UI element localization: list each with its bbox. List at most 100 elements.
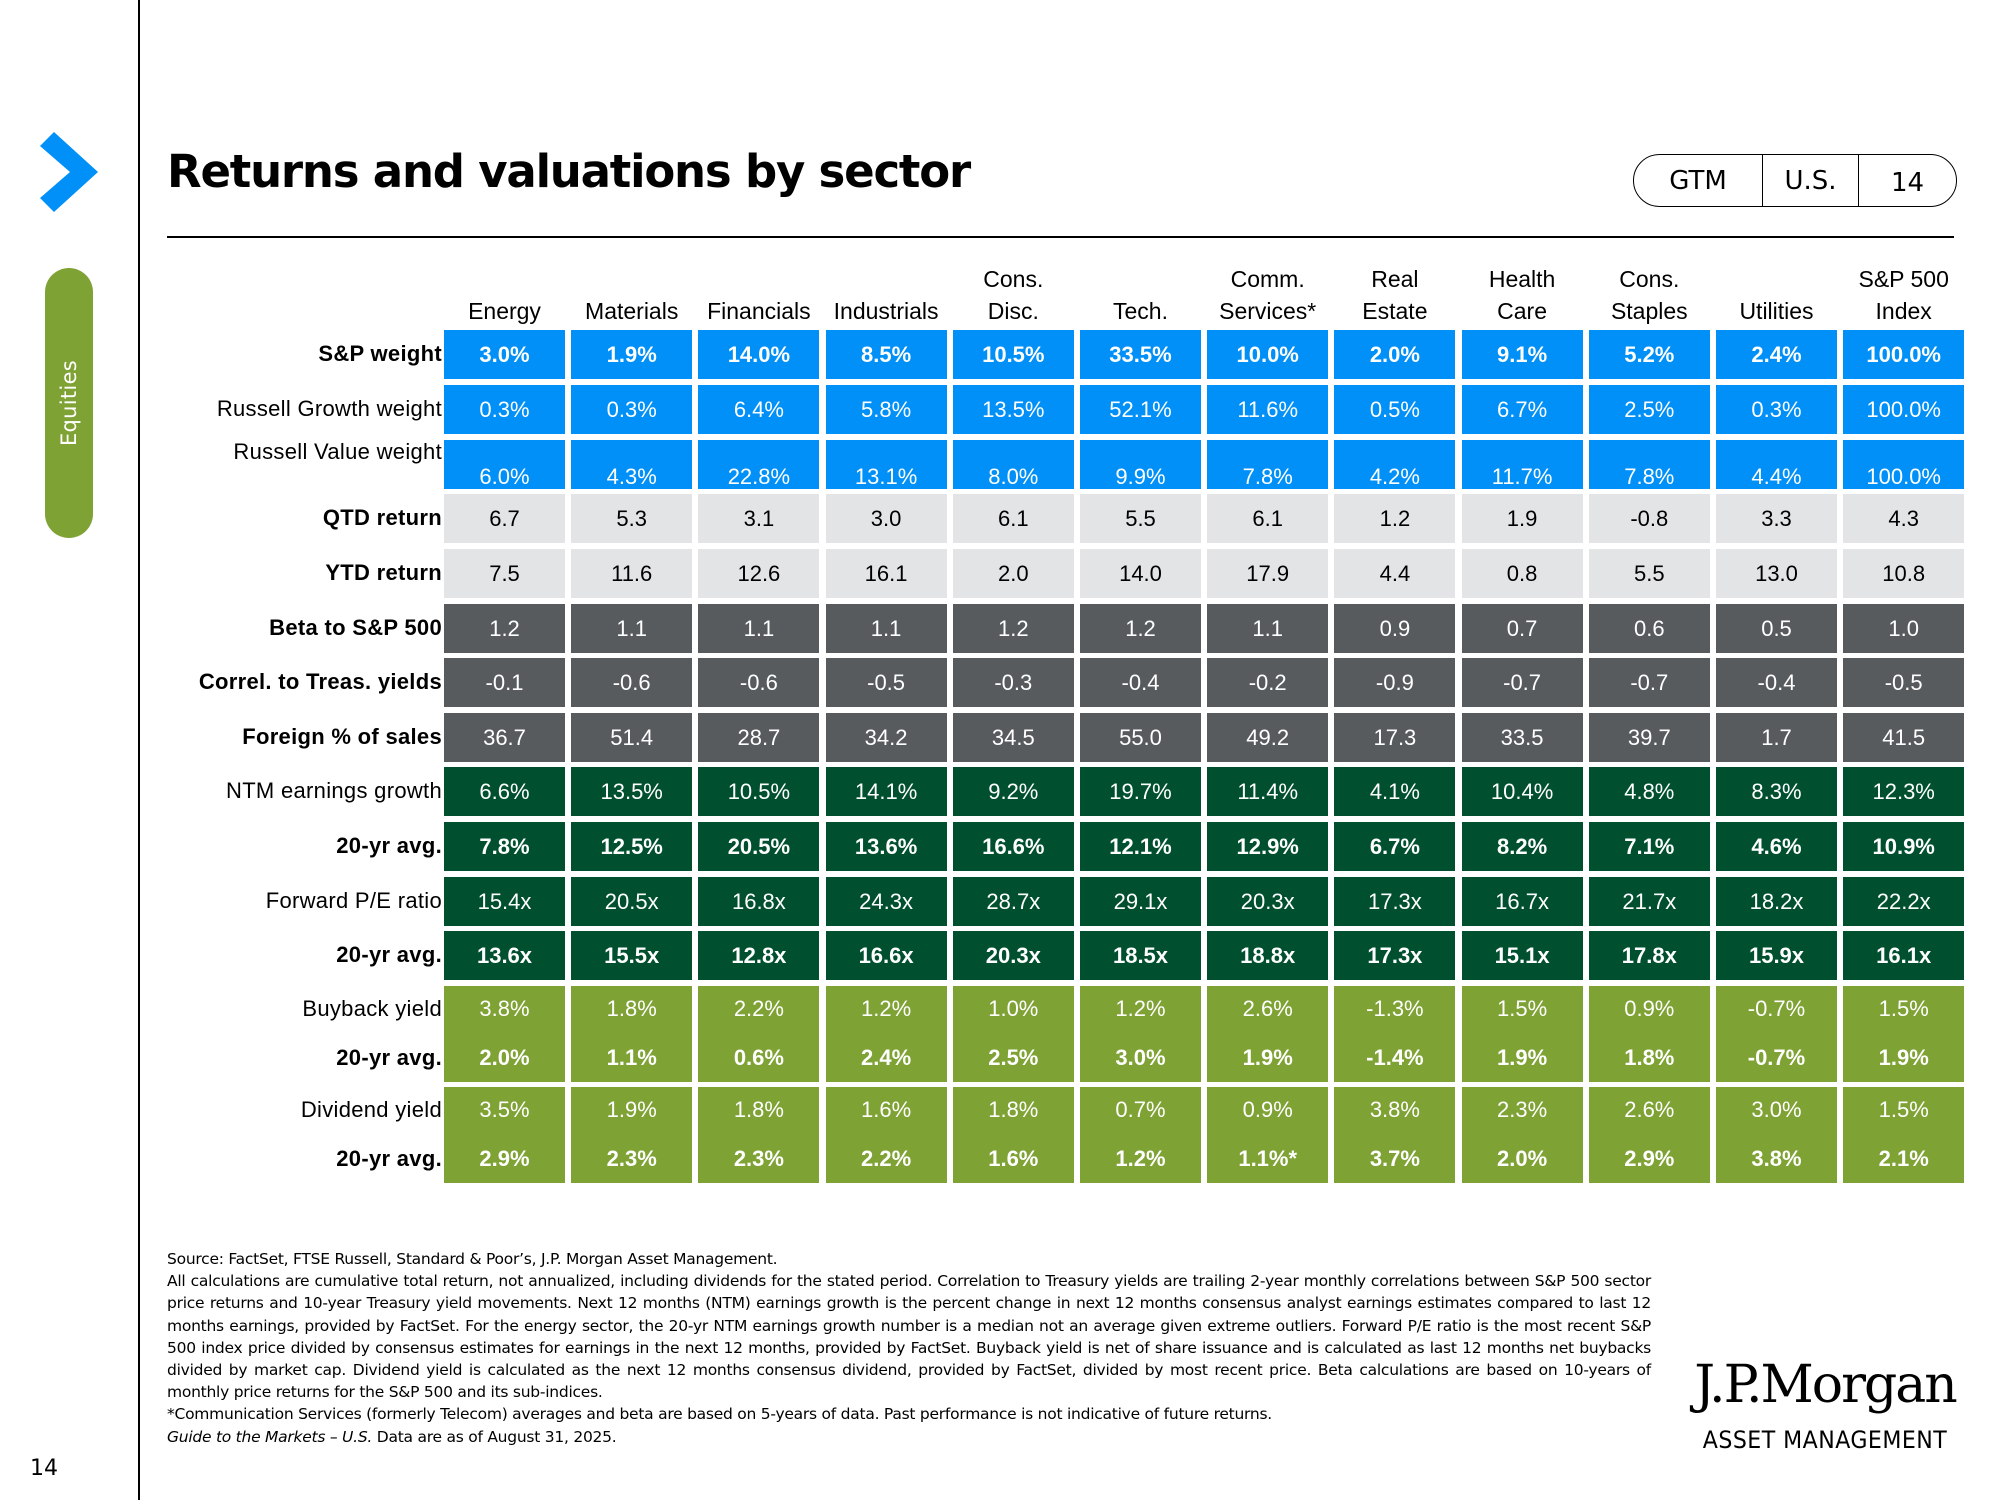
column-header-line2: Estate <box>1362 298 1428 324</box>
table-cell: 16.6x <box>825 931 947 980</box>
table-cell: 6.4% <box>698 385 820 434</box>
table-cell: 11.6% <box>1207 385 1329 434</box>
cell-avg-value: 3.0% <box>1115 1045 1166 1070</box>
table-cell: 0.5% <box>1334 385 1456 434</box>
table-cell: 18.2x <box>1716 877 1837 926</box>
table-cell: 1.9 <box>1461 494 1583 543</box>
table-cell: 6.1 <box>1207 494 1329 543</box>
table-cell: 8.5% <box>825 330 947 379</box>
merged-cell: 0.9% 1.8% <box>1588 986 1710 1082</box>
merged-cell: 1.5% 1.9% <box>1843 986 1965 1082</box>
table-cell: -0.1 <box>444 658 565 707</box>
cell-value: 2.6% <box>1242 996 1293 1021</box>
table-cell: 28.7 <box>698 713 820 762</box>
table-cell: 6.6% <box>444 767 565 816</box>
table-cell: 7.5 <box>444 549 565 598</box>
table-cell: -0.9 <box>1334 658 1456 707</box>
cell-avg-value: 1.1% <box>606 1045 657 1070</box>
footnote-source: Source: FactSet, FTSE Russell, Standard … <box>167 1250 778 1268</box>
table-cell: 5.2% <box>1588 330 1710 379</box>
row-label: Foreign % of sales <box>242 724 442 749</box>
left-divider <box>138 0 140 1500</box>
table-cell: 20.3x <box>952 931 1074 980</box>
table-cell: 10.4% <box>1461 767 1583 816</box>
table-cell: 51.4 <box>571 713 693 762</box>
merged-cell: 0.7% 1.2% <box>1080 1087 1201 1183</box>
table-cell: -0.3 <box>952 658 1074 707</box>
table-cell: 1.2 <box>1334 494 1456 543</box>
row-label: Russell Value weight <box>233 439 442 464</box>
table-cell: 1.1 <box>571 604 693 653</box>
table-cell: 11.7% <box>1461 440 1583 489</box>
table-cell: 12.8x <box>698 931 820 980</box>
table-cell: -0.6 <box>571 658 693 707</box>
column-header: Cons. Staples <box>1589 263 1710 327</box>
table-cell: 6.7 <box>444 494 565 543</box>
section-tab-equities[interactable]: Equities <box>45 268 93 538</box>
table-cell: 12.6 <box>698 549 820 598</box>
gtm-badge: GTM U.S. 14 <box>1633 154 1957 207</box>
table-cell: 14.0 <box>1080 549 1201 598</box>
table-cell: 10.5% <box>698 767 820 816</box>
merged-cell: 1.2% 3.0% <box>1080 986 1201 1082</box>
cell-avg-value: 2.9% <box>479 1146 530 1171</box>
column-header: Real Estate <box>1334 263 1455 327</box>
row-label: 20-yr avg. <box>336 833 442 858</box>
cell-avg-value: 0.6% <box>733 1045 784 1070</box>
table-cell: 13.6% <box>825 822 947 871</box>
table-cell: 1.7 <box>1716 713 1837 762</box>
table-cell: 0.3% <box>444 385 565 434</box>
cell-avg-value: 2.3% <box>733 1146 784 1171</box>
table-cell: 2.0% <box>1334 330 1456 379</box>
table-cell: -0.6 <box>698 658 820 707</box>
table-cell: -0.4 <box>1716 658 1837 707</box>
table-cell: 7.1% <box>1588 822 1710 871</box>
cell-avg-value: -1.4% <box>1366 1045 1424 1070</box>
table-cell: 2.5% <box>1588 385 1710 434</box>
table-cell: 9.9% <box>1080 440 1201 489</box>
table-cell: 28.7x <box>952 877 1074 926</box>
cell-avg-value: 1.1%* <box>1238 1146 1298 1171</box>
table-cell: 12.1% <box>1080 822 1201 871</box>
table-cell: 49.2 <box>1207 713 1329 762</box>
row-label: Dividend yield <box>300 1097 442 1122</box>
cell-value: 1.8% <box>988 1097 1039 1122</box>
cell-avg-value: 1.9% <box>1497 1045 1548 1070</box>
table-cell: 4.1% <box>1334 767 1456 816</box>
logo-name: J.P.Morgan <box>1694 1355 1958 1415</box>
table-cell: 10.0% <box>1207 330 1329 379</box>
column-header-line2: Care <box>1497 298 1548 324</box>
table-cell: 13.5% <box>571 767 693 816</box>
column-header: S&P 500 Index <box>1843 263 1964 327</box>
table-cell: 3.1 <box>698 494 820 543</box>
merged-cell: 2.6% 2.9% <box>1588 1087 1710 1183</box>
table-cell: 13.1% <box>825 440 947 489</box>
table-cell: 13.6x <box>444 931 565 980</box>
table-cell: 9.2% <box>952 767 1074 816</box>
column-header-line2: Index <box>1875 298 1932 324</box>
table-cell: 12.5% <box>571 822 693 871</box>
merged-cell: 0.9% 1.1%* <box>1207 1087 1329 1183</box>
cell-avg-value: 1.9% <box>1242 1045 1293 1070</box>
table-cell: 13.0 <box>1716 549 1837 598</box>
merged-cell: 2.3% 2.0% <box>1461 1087 1583 1183</box>
footnote-guide: Guide to the Markets – U.S. Data are as … <box>167 1426 1651 1448</box>
column-header-line2: Staples <box>1610 298 1688 324</box>
badge-series: GTM <box>1634 155 1763 206</box>
table-cell: 1.0 <box>1843 604 1965 653</box>
row-label-avg: 20-yr avg. <box>336 1146 442 1171</box>
cell-avg-value: 2.2% <box>861 1146 912 1171</box>
column-header-line1 <box>698 263 819 295</box>
row-label: Beta to S&P 500 <box>269 615 442 640</box>
table-cell: 17.3x <box>1334 931 1456 980</box>
cell-value: -1.3% <box>1366 996 1424 1021</box>
table-cell: 29.1x <box>1080 877 1201 926</box>
table-cell: 1.2 <box>1080 604 1201 653</box>
merged-cell: 1.8% 2.3% <box>698 1087 820 1183</box>
column-header: Materials <box>571 263 692 327</box>
table-cell: 41.5 <box>1843 713 1965 762</box>
table-cell: 20.3x <box>1207 877 1329 926</box>
column-header: Utilities <box>1716 263 1837 327</box>
merged-cell: 2.2% 0.6% <box>698 986 820 1082</box>
table-cell: 17.3x <box>1334 877 1456 926</box>
